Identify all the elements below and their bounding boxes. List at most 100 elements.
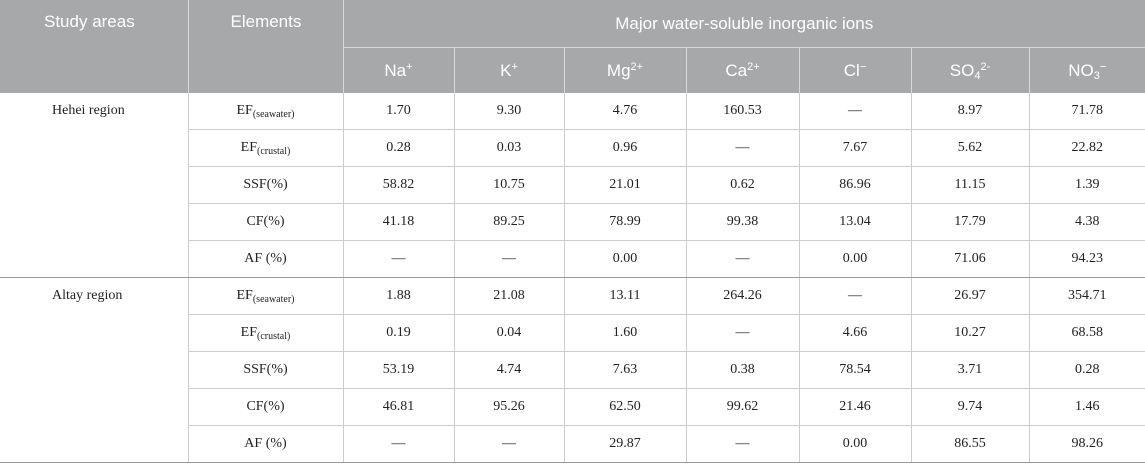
element-cell: EF(seawater) (187, 277, 343, 315)
ion-subscript: 3 (1093, 69, 1100, 82)
element-label: CF(%) (246, 399, 285, 414)
element-label: CF(%) (246, 214, 285, 229)
ion-symbol: Mg (606, 60, 631, 80)
element-label: AF (%) (244, 251, 287, 266)
value-cell: — (685, 425, 799, 463)
value-cell: 21.46 (798, 388, 911, 426)
value-cell: 86.96 (798, 166, 911, 204)
value-cell: 0.96 (563, 129, 686, 167)
value-cell: 7.67 (798, 129, 911, 167)
header-ion: SO42- (910, 47, 1029, 93)
ion-symbol: K (500, 60, 512, 80)
header-ion: NO3− (1028, 47, 1145, 93)
element-label: EF (236, 102, 253, 118)
value-cell: 0.38 (685, 351, 799, 389)
element-label: EF (240, 324, 257, 340)
value-cell: 354.71 (1028, 277, 1145, 315)
value-cell: 26.97 (910, 277, 1029, 315)
region-name: Hehei region (0, 93, 188, 278)
table-row: Altay region EF(seawater) 1.88 21.08 13.11 26… (0, 277, 1145, 463)
value-cell: 1.60 (563, 314, 686, 352)
value-cell: 0.00 (798, 425, 911, 463)
value-cell: 0.00 (563, 240, 686, 278)
header-study-areas: Study areas (0, 0, 188, 93)
ion-charge: 2+ (747, 60, 760, 73)
value-cell: 95.26 (453, 388, 564, 426)
table-row: CF(%) 46.81 95.26 62.50 99.62 21.46 9.74 1.46 (0, 388, 1145, 426)
value-cell: — (342, 425, 454, 463)
value-cell: 10.75 (453, 166, 564, 204)
ion-charge: 2+ (630, 60, 644, 73)
element-label: EF (240, 139, 257, 155)
value-cell: 22.82 (1028, 129, 1145, 167)
table-row: AF (%) — —0.00—0.00 71.06 94.23 (0, 240, 1145, 278)
element-subscript: (crustal) (257, 145, 291, 157)
ion-symbol: NO (1068, 60, 1094, 80)
value-cell: 4.38 (1028, 203, 1145, 241)
value-cell: 1.88 (342, 277, 454, 315)
value-cell: 4.76 (563, 93, 686, 130)
table-row: EF(crustal) 0.28 0.03 0.96—7.67 5.62 22.82 (0, 129, 1145, 167)
element-label: SSF(%) (243, 362, 288, 377)
value-cell: 4.74 (453, 351, 564, 389)
element-label: SSF(%) (243, 177, 288, 192)
value-cell: 89.25 (453, 203, 564, 241)
value-cell: 71.06 (910, 240, 1029, 278)
value-cell: 264.26 (685, 277, 799, 315)
header-ion: Ca2+ (685, 47, 799, 93)
table-header: Study areas Elements Major water-soluble… (0, 0, 1145, 93)
value-cell: 99.62 (685, 388, 799, 426)
value-cell: — (342, 240, 454, 278)
ion-charge: − (859, 60, 867, 73)
element-cell: AF (%) (187, 425, 343, 463)
element-subscript: (seawater) (252, 293, 295, 305)
value-cell: 0.62 (685, 166, 799, 204)
value-cell: 11.15 (910, 166, 1029, 204)
table-body: Hehei region EF(seawater) 1.70 9.30 4.76 160.… (0, 93, 1145, 463)
ion-subscript: 4 (974, 69, 981, 82)
ion-symbol: Na (384, 60, 407, 80)
header-major-ions: Major water-soluble inorganic ions (342, 0, 1145, 48)
value-cell: 3.71 (910, 351, 1029, 389)
value-cell: 1.46 (1028, 388, 1145, 426)
header-row-1: Study areas Elements Major water-soluble… (0, 0, 1145, 93)
value-cell: — (685, 314, 799, 352)
ion-symbol: SO (949, 60, 975, 80)
element-cell: CF(%) (187, 388, 343, 426)
value-cell: 0.28 (1028, 351, 1145, 389)
value-cell: — (453, 425, 564, 463)
value-cell: 5.62 (910, 129, 1029, 167)
value-cell: 0.00 (798, 240, 911, 278)
table-row: AF (%) — —29.87—0.00 86.55 98.26 (0, 425, 1145, 463)
value-cell: 17.79 (910, 203, 1029, 241)
table-row: CF(%) 41.18 89.25 78.99 99.38 13.04 17.79 4.38 (0, 203, 1145, 241)
element-label: AF (%) (244, 436, 287, 451)
value-cell: 21.08 (453, 277, 564, 315)
element-subscript: (crustal) (257, 330, 291, 342)
header-ion: Cl− (798, 47, 911, 93)
element-cell: EF(seawater) (187, 93, 343, 130)
ion-symbol: Ca (725, 60, 748, 80)
value-cell: 78.99 (563, 203, 686, 241)
value-cell: 10.27 (910, 314, 1029, 352)
region-name: Altay region (0, 277, 188, 463)
element-cell: SSF(%) (187, 351, 343, 389)
value-cell: 0.04 (453, 314, 564, 352)
element-cell: SSF(%) (187, 166, 343, 204)
value-cell: 99.38 (685, 203, 799, 241)
value-cell: 9.74 (910, 388, 1029, 426)
value-cell: 160.53 (685, 93, 799, 130)
value-cell: 13.04 (798, 203, 911, 241)
header-ion: Mg2+ (563, 47, 686, 93)
ion-charge: 2- (980, 60, 991, 73)
value-cell: 1.39 (1028, 166, 1145, 204)
value-cell: — (685, 129, 799, 167)
element-cell: EF(crustal) (187, 129, 343, 167)
value-cell: 86.55 (910, 425, 1029, 463)
value-cell: 13.11 (563, 277, 686, 315)
header-ion: Na+ (342, 47, 454, 93)
table-row: EF(crustal) 0.19 0.04 1.60—4.66 10.27 68.58 (0, 314, 1145, 352)
value-cell: 7.63 (563, 351, 686, 389)
value-cell: 8.97 (910, 93, 1029, 130)
value-cell: 94.23 (1028, 240, 1145, 278)
